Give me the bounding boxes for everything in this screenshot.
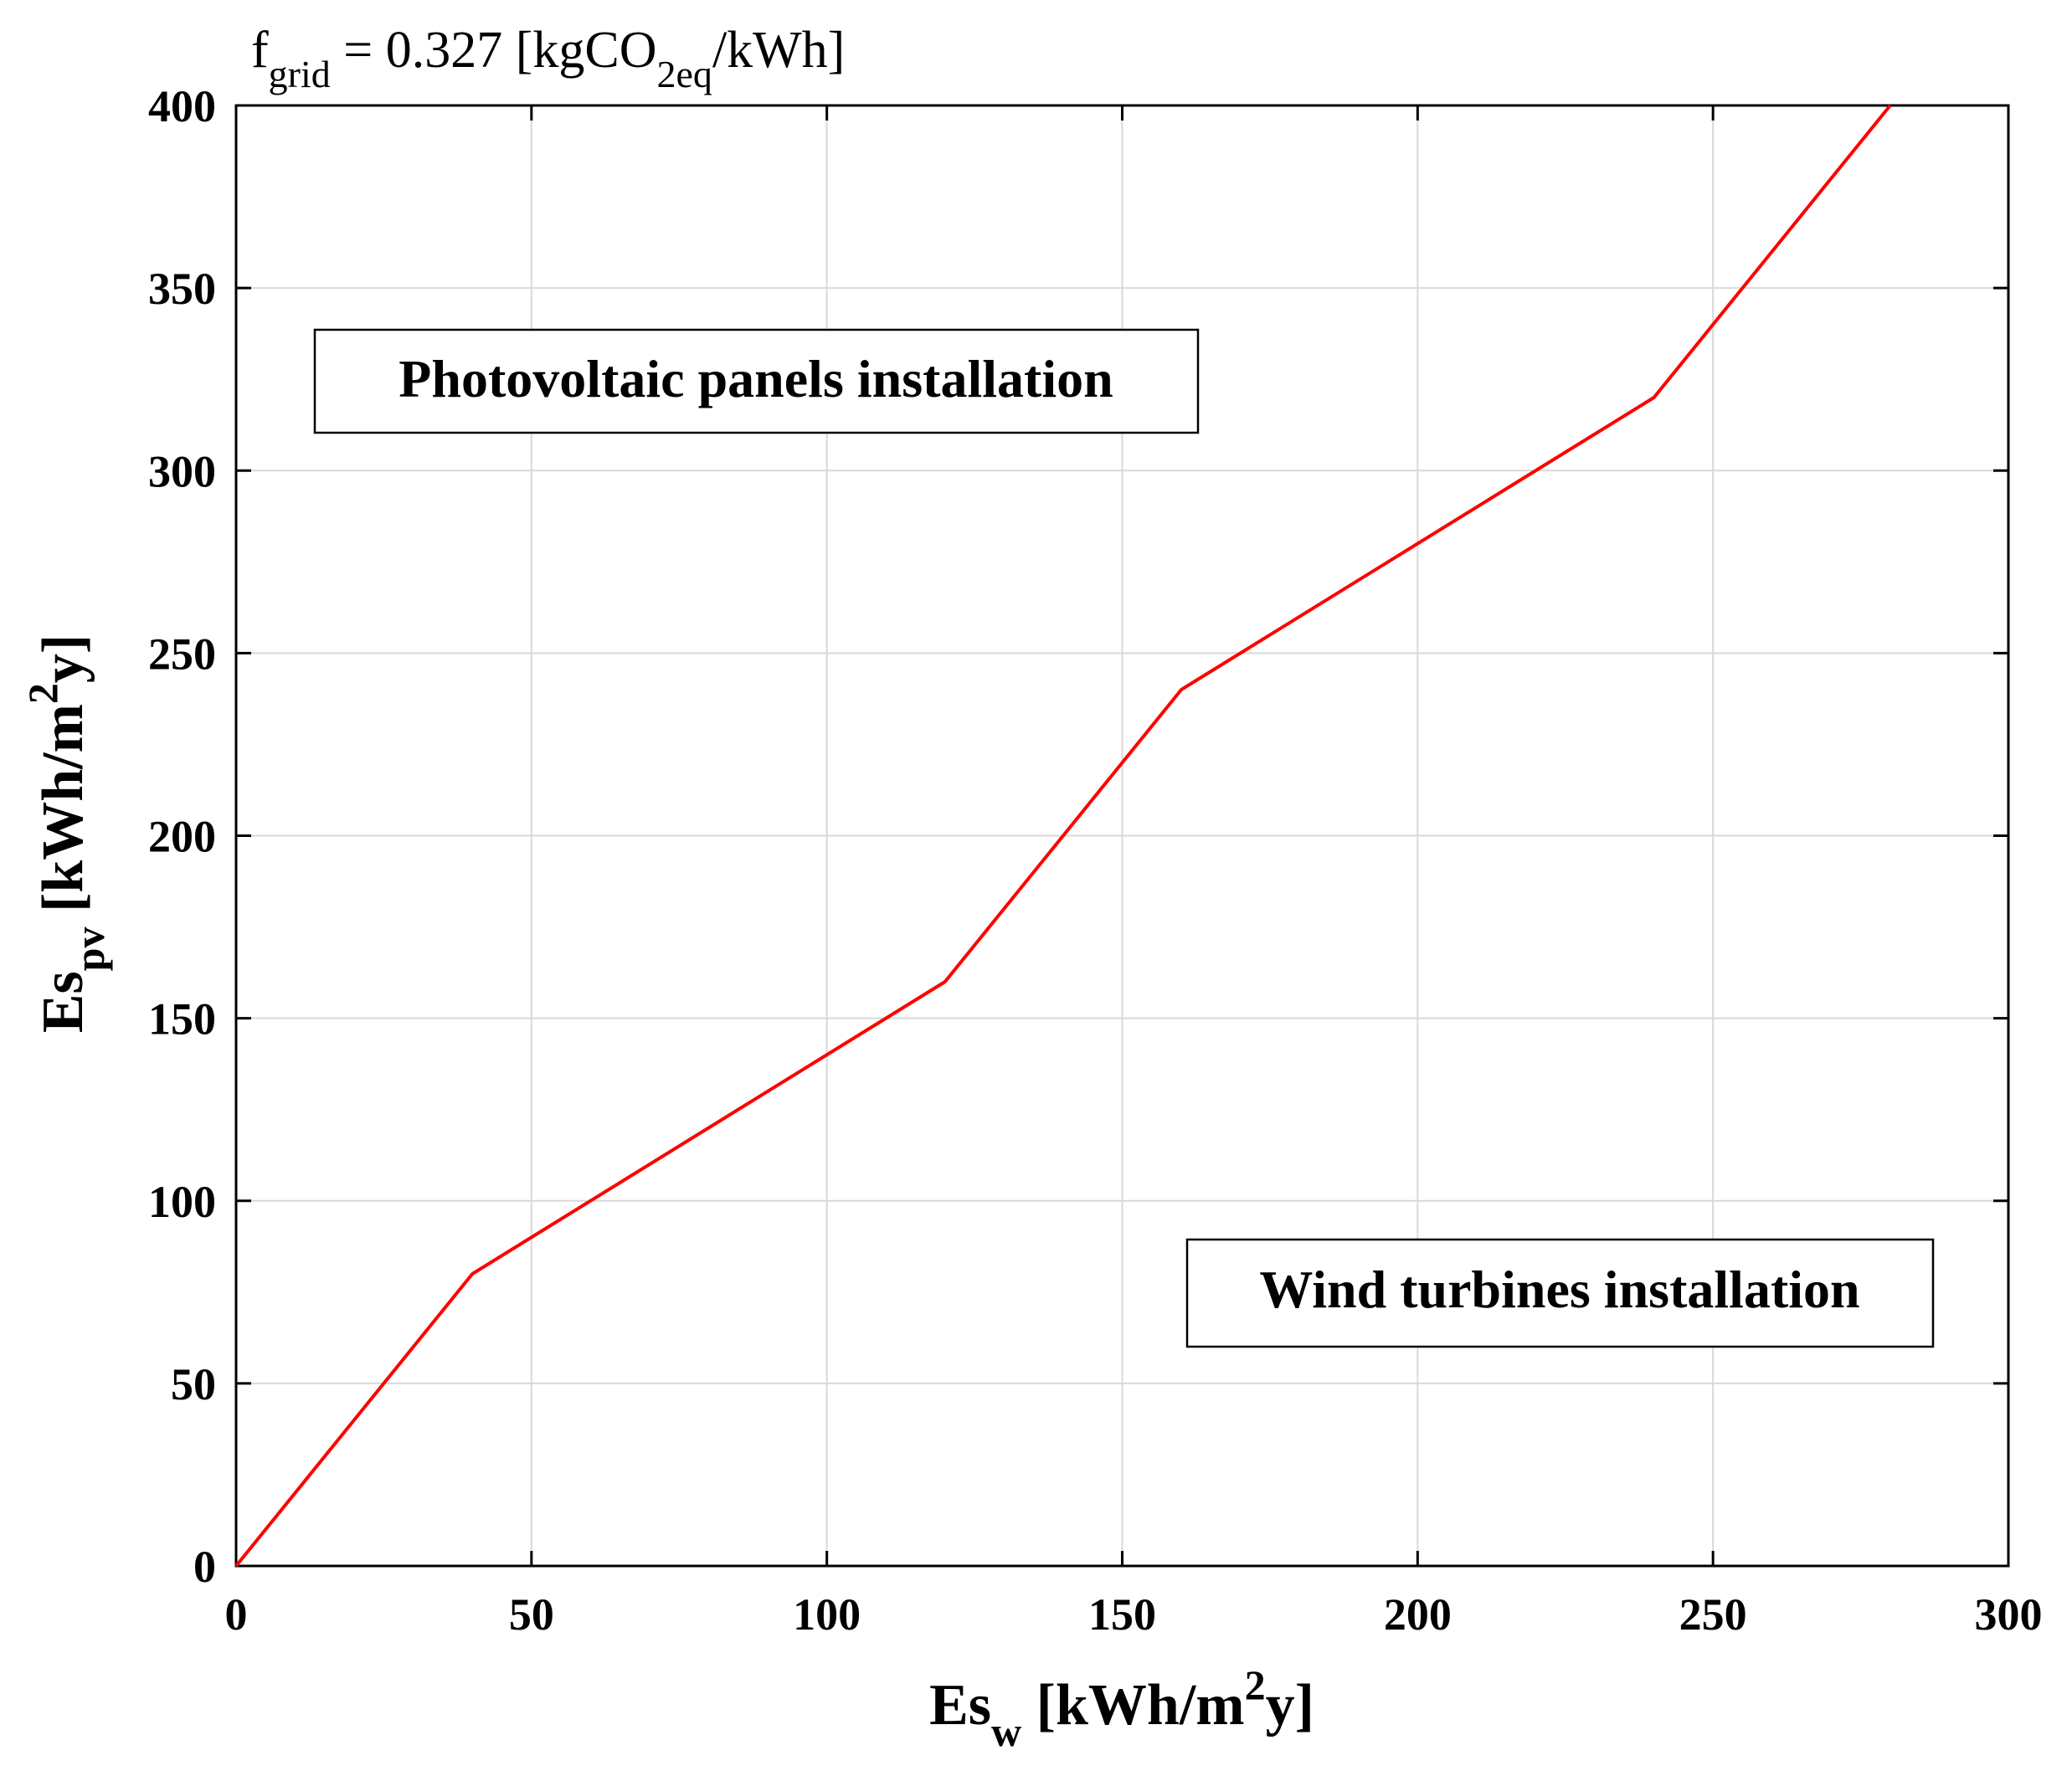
series-line-threshold bbox=[234, 104, 1892, 1568]
y-tick-label: 0 bbox=[193, 1542, 216, 1592]
x-axis-label-unit-pre: [kWh/m bbox=[1021, 1673, 1244, 1738]
title-base: f bbox=[251, 22, 269, 79]
x-tick-label: 150 bbox=[1088, 1589, 1156, 1640]
y-tick-label: 250 bbox=[148, 629, 216, 679]
y-axis-label: Espv [kWh/m2y] bbox=[19, 634, 113, 1034]
annotation-wind-text: Wind turbines installation bbox=[1259, 1260, 1859, 1319]
y-tick-label: 350 bbox=[148, 264, 216, 314]
y-axis-label-unit-pre: [kWh/m bbox=[31, 704, 95, 927]
y-axis-label-unit-post: y] bbox=[31, 634, 95, 683]
x-tick-label: 0 bbox=[225, 1589, 248, 1640]
y-tick-label: 400 bbox=[148, 81, 216, 131]
annotation-wind-box bbox=[1185, 1238, 1935, 1348]
title-sub2: 2eq bbox=[657, 53, 712, 95]
x-tick-label: 100 bbox=[793, 1589, 861, 1640]
x-tick-label: 300 bbox=[1975, 1589, 2043, 1640]
y-axis-label-base: Es bbox=[31, 971, 95, 1033]
chart-title: fgrid = 0.327 [kgCO2eq/kWh] bbox=[251, 22, 845, 95]
series bbox=[234, 104, 1892, 1568]
annotation-wind: Wind turbines installation bbox=[1185, 1238, 1935, 1348]
annotation-pv-text: Photovoltaic panels installation bbox=[398, 349, 1113, 408]
x-axis-label-unit-post: y] bbox=[1266, 1673, 1314, 1738]
y-tick-label: 50 bbox=[171, 1359, 216, 1409]
x-tick-label: 50 bbox=[509, 1589, 554, 1640]
x-tick-label: 250 bbox=[1679, 1589, 1747, 1640]
annotation-pv-box bbox=[313, 328, 1200, 434]
y-tick-label: 200 bbox=[148, 812, 216, 862]
x-axis-label-sup: 2 bbox=[1245, 1661, 1266, 1708]
y-tick-label: 300 bbox=[148, 446, 216, 496]
x-axis-label-base: Es bbox=[929, 1673, 991, 1738]
title-middle: = 0.327 [kgCO bbox=[331, 22, 657, 79]
tick-labels: 0 50 100 150 200 250 300 0 50 100 150 200 250 300 350 4… bbox=[148, 81, 2043, 1640]
title-end: /kWh] bbox=[712, 22, 845, 79]
y-tick-label: 100 bbox=[148, 1177, 216, 1227]
annotation-pv: Photovoltaic panels installation bbox=[313, 328, 1200, 434]
y-axis-label-sub: pv bbox=[66, 927, 113, 972]
y-tick-label: 150 bbox=[148, 994, 216, 1045]
x-tick-label: 200 bbox=[1384, 1589, 1452, 1640]
y-axis-label-sup: 2 bbox=[19, 683, 66, 704]
x-axis-label: Esw [kWh/m2y] bbox=[929, 1661, 1314, 1755]
title-sub: grid bbox=[269, 53, 331, 95]
x-axis-label-sub: w bbox=[991, 1708, 1021, 1755]
